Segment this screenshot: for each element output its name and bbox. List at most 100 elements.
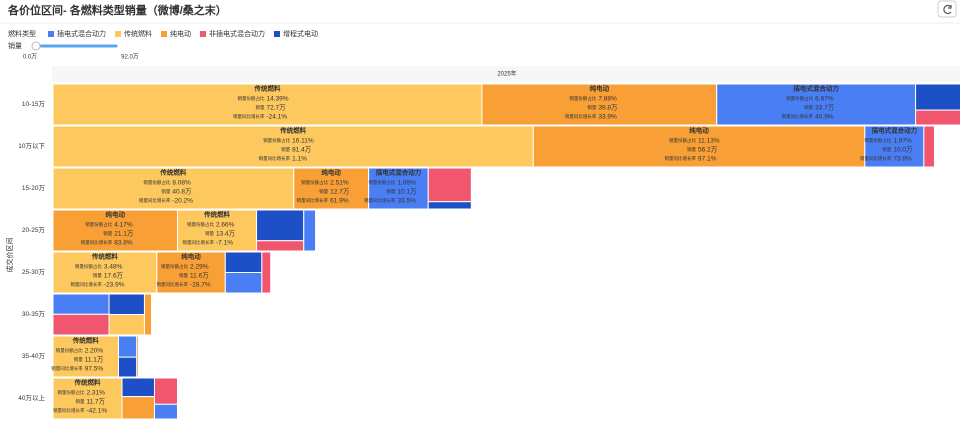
- row-label: 20-25万: [22, 226, 46, 234]
- field-label: 销量: [179, 272, 188, 279]
- field-label: 销量同比增长率: [233, 113, 265, 120]
- field-value: 40.8万: [172, 188, 192, 196]
- cell: [256, 209, 305, 242]
- field-label: 销量: [319, 188, 328, 195]
- field-label: 销量份额占比: [58, 389, 85, 396]
- field-value: 1.99%: [397, 180, 416, 187]
- cell: [52, 125, 534, 168]
- cell: [117, 356, 138, 378]
- cell: [52, 335, 119, 378]
- cell-name: 纯电动: [590, 84, 610, 93]
- field-value: 61.9%: [330, 198, 349, 205]
- field-label: 销量份额占比: [187, 221, 214, 228]
- field-value: 8.08%: [172, 180, 191, 187]
- field-label: 销量同比增长率: [70, 281, 102, 288]
- field-label: 销量: [76, 398, 85, 405]
- field-label: 销量同比增长率: [665, 155, 697, 162]
- cell: [153, 377, 178, 405]
- field-value: 14.39%: [266, 96, 288, 103]
- field-label: 销量: [687, 146, 696, 153]
- cell: [176, 209, 258, 252]
- field-label: 销量份额占比: [864, 137, 891, 144]
- slider-handle[interactable]: [31, 41, 41, 51]
- cell: [224, 272, 263, 294]
- field-value: 83.8%: [114, 240, 133, 247]
- cell: [136, 335, 140, 378]
- cell-name: 插电式混合动力: [376, 168, 422, 177]
- field-value: 81.4万: [292, 146, 312, 154]
- row-label: 40万以上: [18, 393, 45, 402]
- row-label: 30-35万: [22, 310, 46, 318]
- field-value: 11.7万: [87, 398, 106, 406]
- row-label: 10万以下: [18, 142, 45, 150]
- field-value: -28.7%: [190, 282, 211, 289]
- field-value: 16.11%: [292, 138, 314, 145]
- cell: [293, 167, 370, 210]
- cell-name: 纯电动: [105, 210, 125, 219]
- legend-label: 非插电式混合动力: [209, 29, 265, 38]
- legend-swatch: [115, 31, 121, 37]
- cell: [532, 125, 866, 168]
- field-label: 销量同比增长率: [297, 197, 329, 204]
- field-value: 13.4万: [216, 230, 236, 238]
- column-label: 2025年: [497, 70, 516, 78]
- cell-name: 纯电动: [689, 126, 709, 135]
- field-label: 销量同比增长率: [565, 113, 597, 120]
- field-label: 销量同比增长率: [364, 197, 396, 204]
- field-value: 11.13%: [698, 138, 720, 145]
- field-label: 销量份额占比: [569, 95, 596, 102]
- field-label: 销量: [161, 188, 170, 195]
- cell-name: 传统燃料: [91, 252, 119, 261]
- field-label: 销量份额占比: [56, 347, 83, 354]
- cell: [915, 109, 960, 126]
- field-value: 21.1万: [114, 230, 134, 238]
- field-value: 97.5%: [85, 366, 104, 373]
- field-value: 2.29%: [190, 264, 209, 271]
- field-value: 72.7万: [266, 104, 286, 112]
- field-value: 4.17%: [114, 222, 133, 229]
- field-value: -24.1%: [266, 114, 287, 121]
- legend-swatch: [48, 31, 54, 37]
- slider-label: 销量: [8, 41, 22, 50]
- field-value: 2.66%: [216, 222, 235, 229]
- refresh-button[interactable]: [937, 0, 957, 18]
- cell: [256, 240, 305, 252]
- field-label: 销量份额占比: [669, 137, 696, 144]
- cell: [52, 83, 483, 126]
- cell: [427, 201, 472, 210]
- row-label: 25-30万: [22, 268, 46, 276]
- field-label: 销量: [103, 230, 112, 237]
- cell-name: 传统燃料: [72, 336, 100, 345]
- cell: [52, 209, 178, 252]
- field-value: 17.6万: [104, 272, 124, 280]
- field-label: 销量: [386, 188, 395, 195]
- cell-name: 传统燃料: [279, 126, 307, 135]
- field-label: 销量同比增长率: [157, 281, 189, 288]
- field-label: 销量份额占比: [786, 95, 813, 102]
- field-label: 销量同比增长率: [860, 155, 892, 162]
- cell-name: 纯电动: [181, 252, 201, 261]
- field-value: 2.20%: [85, 348, 104, 355]
- field-value: 3.48%: [104, 264, 123, 271]
- cell: [915, 83, 960, 111]
- field-value: -23.9%: [104, 282, 125, 289]
- field-value: 33.9%: [598, 114, 617, 121]
- field-value: -7.1%: [216, 240, 233, 247]
- cell: [427, 167, 472, 203]
- field-value: 73.8%: [893, 156, 912, 163]
- field-value: 1.97%: [893, 138, 912, 145]
- legend-swatch: [274, 31, 280, 37]
- refresh-icon: [943, 4, 952, 15]
- legend-title: 燃料类型: [8, 29, 36, 38]
- field-value: 10.0万: [893, 146, 913, 154]
- field-label: 销量份额占比: [368, 179, 395, 186]
- cell-name: 插电式混合动力: [793, 84, 839, 93]
- field-value: -42.1%: [87, 408, 108, 415]
- field-label: 销量同比增长率: [782, 113, 814, 120]
- field-value: 40.9%: [815, 114, 834, 121]
- legend-label: 插电式混合动力: [57, 29, 106, 38]
- field-label: 销量: [74, 356, 83, 363]
- cell-name: 传统燃料: [159, 168, 187, 177]
- field-value: 2.51%: [330, 180, 349, 187]
